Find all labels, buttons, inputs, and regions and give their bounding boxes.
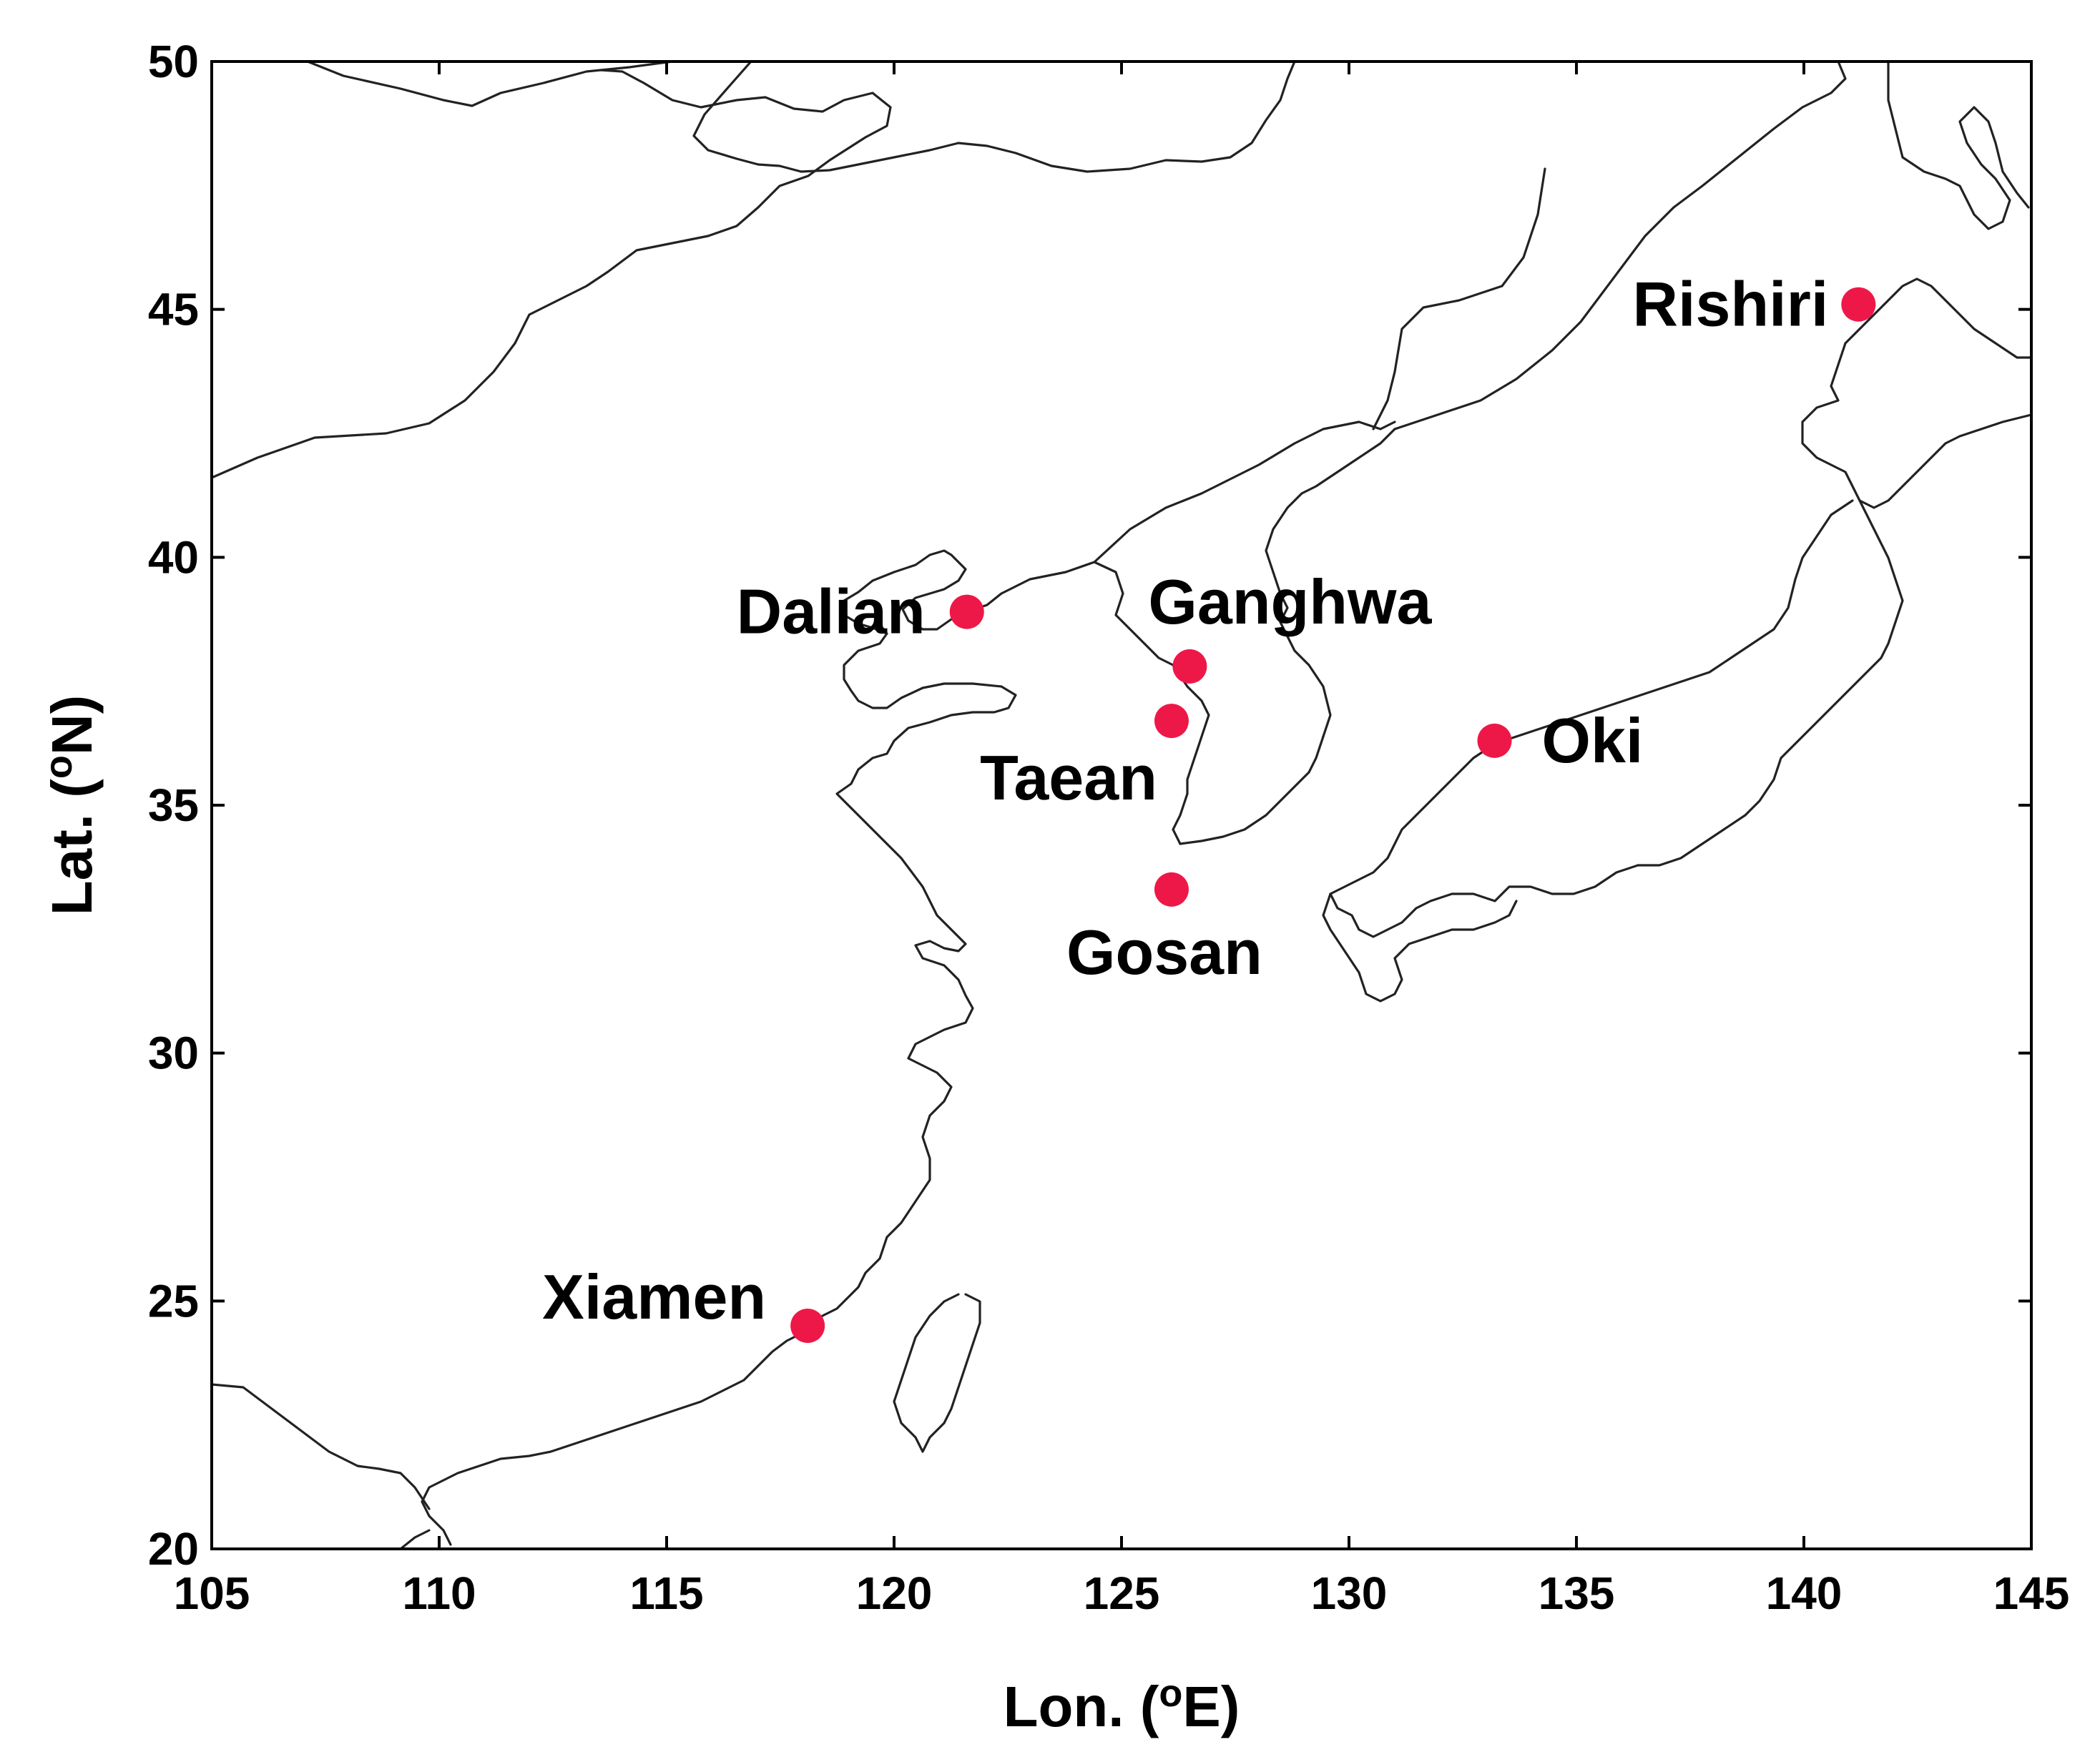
x-tick-labels: 105 110 115 120 125 130 135 140 145: [174, 1567, 2070, 1619]
coast-bohai: [835, 549, 1096, 809]
coast-shandong: [850, 807, 974, 1060]
coast-honshu: [1329, 499, 1904, 938]
coast-sakhalin: [1887, 61, 2030, 230]
site-label-rishiri: Rishiri: [1632, 269, 1828, 340]
coast-korea-south: [1179, 735, 1325, 845]
site-marker-rishiri: [1841, 287, 1876, 322]
site-marker-gosan: [1154, 872, 1189, 907]
coast-guangxi: [212, 1383, 431, 1510]
site-label-dalian: Dalian: [737, 576, 926, 647]
coast-hainan-strait: [399, 1529, 431, 1549]
x-tick-label-145: 145: [1993, 1567, 2070, 1619]
y-tick-label-50: 50: [148, 36, 199, 87]
y-axis-title: Lat. (oN): [37, 695, 104, 916]
x-tick-label-105: 105: [174, 1567, 250, 1619]
site-markers: Rishiri Dalian Ganghwa Taean Oki Gosan Xiamen: [542, 269, 1876, 1343]
coastline-basemap: [212, 61, 2031, 1549]
y-tick-labels: 20 25 30 35 40 45 50: [148, 36, 199, 1575]
x-tick-label-130: 130: [1311, 1567, 1388, 1619]
x-tick-label-115: 115: [629, 1567, 703, 1619]
y-tick-label-25: 25: [148, 1275, 199, 1327]
border-russia-china: [692, 61, 1296, 173]
coast-shikoku-kyushu: [1322, 892, 1518, 1003]
border-russia-north: [306, 61, 674, 107]
site-marker-taean: [1154, 704, 1189, 739]
site-label-oki: Oki: [1542, 705, 1644, 776]
site-marker-oki: [1477, 723, 1512, 758]
y-tick-label-40: 40: [148, 531, 199, 583]
border-china-korea: [1093, 420, 1396, 563]
coast-china-east: [421, 1057, 953, 1546]
x-tick-label-135: 135: [1539, 1567, 1615, 1619]
x-tick-label-125: 125: [1084, 1567, 1160, 1619]
site-label-gosan: Gosan: [1066, 917, 1262, 988]
y-tick-label-30: 30: [148, 1028, 199, 1079]
border-mongolia: [212, 69, 892, 479]
coast-russia-primorye: [1393, 61, 1847, 430]
coast-korea-west: [1093, 561, 1210, 845]
site-label-xiamen: Xiamen: [542, 1261, 766, 1332]
y-tick-label-35: 35: [148, 779, 199, 831]
coast-korea-east: [1265, 428, 1396, 738]
coast-taiwan: [893, 1293, 981, 1453]
x-tick-label-140: 140: [1766, 1567, 1843, 1619]
site-label-taean: Taean: [980, 742, 1157, 813]
x-axis-title: Lon. (oE): [1004, 1672, 1240, 1738]
coast-hokkaido-north: [1858, 277, 2031, 359]
y-tick-label-45: 45: [148, 284, 199, 335]
axis-ticks: [210, 60, 2033, 1550]
border-ussuri: [1372, 167, 1546, 430]
y-tick-label-20: 20: [148, 1523, 199, 1575]
x-tick-label-110: 110: [402, 1567, 476, 1619]
coast-hokkaido: [1801, 328, 2031, 509]
site-label-ganghwa: Ganghwa: [1148, 566, 1432, 637]
site-marker-xiamen: [790, 1309, 825, 1343]
x-tick-label-120: 120: [856, 1567, 933, 1619]
site-marker-ganghwa: [1172, 649, 1207, 684]
site-marker-dalian: [949, 594, 984, 629]
